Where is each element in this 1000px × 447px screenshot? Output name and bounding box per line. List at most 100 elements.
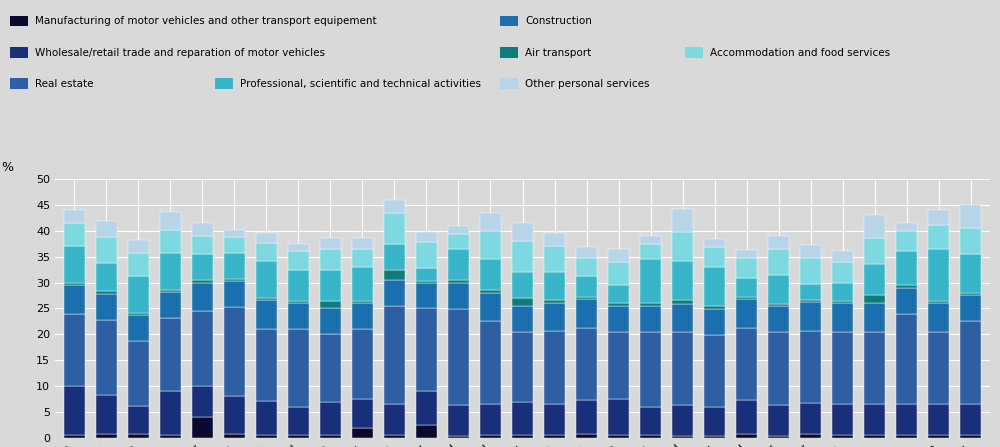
Bar	[64, 223, 85, 246]
Bar	[288, 435, 309, 438]
Bar	[800, 302, 821, 331]
Bar	[256, 233, 277, 243]
Bar	[352, 267, 373, 301]
Bar	[160, 290, 181, 292]
Bar	[192, 283, 213, 311]
Bar	[160, 318, 181, 391]
Bar	[160, 391, 181, 435]
Bar	[192, 254, 213, 280]
Bar	[800, 245, 821, 258]
Bar	[192, 311, 213, 386]
Bar	[704, 306, 725, 309]
Bar	[480, 212, 501, 231]
Bar	[512, 306, 533, 332]
Bar	[512, 272, 533, 298]
Bar	[576, 247, 597, 257]
Bar	[416, 392, 437, 425]
Bar	[384, 405, 405, 435]
Bar	[480, 405, 501, 435]
Bar	[576, 328, 597, 400]
Bar	[608, 285, 629, 303]
Bar	[160, 435, 181, 438]
Bar	[192, 280, 213, 283]
Bar	[480, 293, 501, 321]
Bar	[320, 402, 341, 435]
Bar	[864, 238, 885, 264]
Bar	[672, 332, 693, 405]
Bar	[544, 233, 565, 246]
Bar	[96, 237, 117, 263]
Bar	[608, 399, 629, 435]
Bar	[288, 301, 309, 303]
Bar	[160, 212, 181, 230]
Bar	[896, 251, 917, 285]
Bar	[384, 280, 405, 306]
Bar	[160, 253, 181, 290]
Bar	[928, 435, 949, 438]
Bar	[416, 268, 437, 281]
Bar	[288, 303, 309, 329]
Bar	[928, 405, 949, 435]
Bar	[864, 215, 885, 238]
Bar	[224, 230, 245, 237]
Bar	[768, 405, 789, 436]
Text: Professional, scientific and technical activities: Professional, scientific and technical a…	[240, 79, 481, 89]
Bar	[288, 244, 309, 251]
Bar	[704, 239, 725, 247]
Bar	[928, 301, 949, 303]
Bar	[960, 228, 981, 254]
Bar	[672, 209, 693, 232]
Bar	[864, 332, 885, 405]
Bar	[544, 272, 565, 300]
Bar	[864, 264, 885, 295]
Bar	[736, 400, 757, 434]
Bar	[96, 434, 117, 438]
Bar	[832, 332, 853, 405]
Bar	[224, 253, 245, 279]
Bar	[896, 231, 917, 251]
Bar	[704, 309, 725, 335]
Bar	[800, 403, 821, 434]
Bar	[640, 244, 661, 259]
Bar	[256, 329, 277, 401]
Bar	[96, 221, 117, 237]
Bar	[448, 234, 469, 249]
Bar	[800, 331, 821, 403]
Bar	[96, 395, 117, 434]
Bar	[448, 226, 469, 234]
Bar	[704, 408, 725, 436]
Bar	[384, 199, 405, 212]
Bar	[128, 240, 149, 253]
Bar	[512, 402, 533, 435]
Bar	[96, 263, 117, 291]
Bar	[64, 283, 85, 285]
Bar	[128, 253, 149, 276]
Bar	[512, 241, 533, 272]
Bar	[960, 321, 981, 405]
Bar	[96, 291, 117, 294]
Bar	[512, 435, 533, 438]
Text: Construction: Construction	[525, 16, 592, 26]
Bar	[800, 299, 821, 302]
Bar	[128, 341, 149, 406]
Bar	[640, 236, 661, 244]
Bar	[352, 301, 373, 303]
Bar	[192, 223, 213, 236]
Bar	[800, 284, 821, 299]
Bar	[960, 295, 981, 321]
Bar	[608, 303, 629, 306]
Text: Manufacturing of motor vehicles and other transport equipement: Manufacturing of motor vehicles and othe…	[35, 16, 377, 26]
Bar	[512, 223, 533, 241]
Bar	[640, 259, 661, 303]
Bar	[128, 406, 149, 434]
Bar	[352, 428, 373, 438]
Bar	[768, 332, 789, 405]
Bar	[160, 230, 181, 253]
Bar	[608, 435, 629, 438]
Bar	[192, 386, 213, 417]
Bar	[896, 435, 917, 438]
Bar	[672, 299, 693, 304]
Bar	[736, 434, 757, 438]
Bar	[960, 293, 981, 295]
Bar	[704, 436, 725, 438]
